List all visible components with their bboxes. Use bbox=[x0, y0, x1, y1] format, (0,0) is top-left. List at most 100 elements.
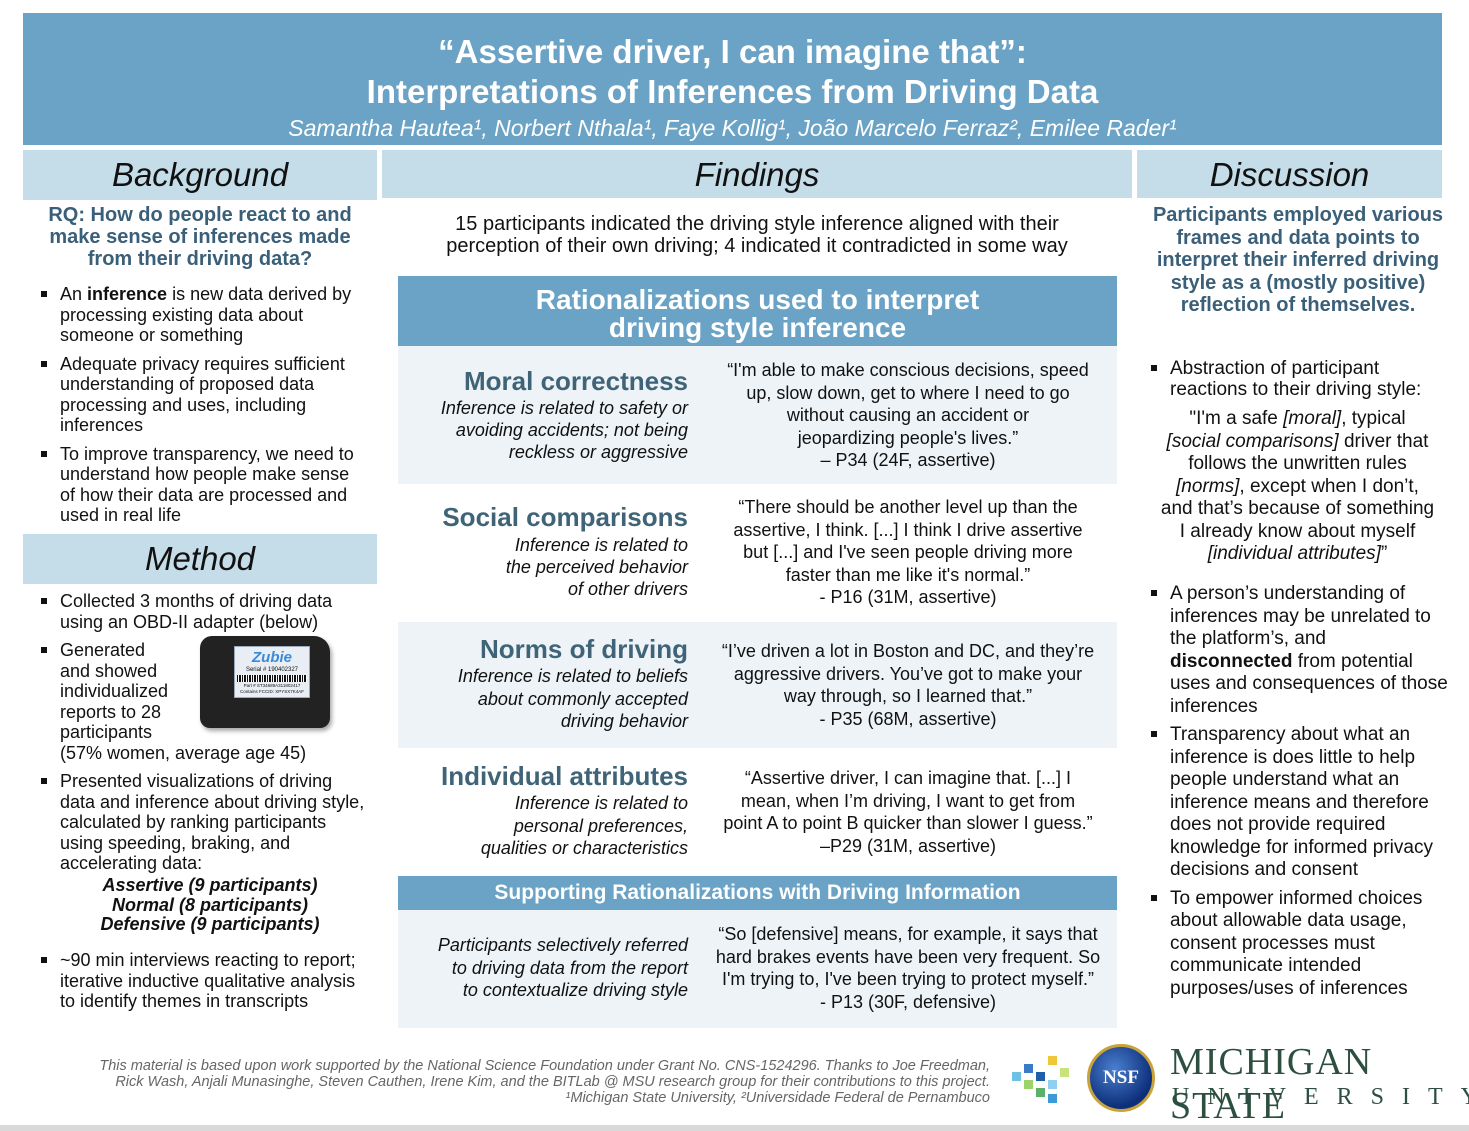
discussion-bullet: Transparency about what an inference is … bbox=[1133, 724, 1451, 882]
desc-line: qualities or characteristics bbox=[480, 838, 688, 858]
bitlab-logo-icon bbox=[1012, 1056, 1069, 1103]
rationalization-social: Social comparisons Inference is related … bbox=[398, 484, 1117, 622]
quote-text: "I'm a safe bbox=[1189, 408, 1284, 429]
background-heading: Background bbox=[23, 150, 377, 200]
device-serial: Serial # 190402327 bbox=[245, 667, 299, 673]
bullet-text: is new data derived by processing existi… bbox=[60, 284, 352, 345]
rationalization-desc: Inference is related to personal prefere… bbox=[481, 792, 688, 860]
bullet-text: An bbox=[60, 284, 88, 304]
desc-line: personal preferences, bbox=[513, 815, 688, 836]
quote-tag: [norms] bbox=[1176, 475, 1240, 497]
desc-line: to contextualize driving style bbox=[462, 980, 688, 1000]
rationalization-quote: “I’ve driven a lot in Boston and DC, and… bbox=[698, 640, 1118, 730]
findings-heading: Findings bbox=[382, 150, 1132, 198]
discussion-bullets-2: A person’s understanding of inferences m… bbox=[1133, 583, 1451, 1000]
rationalizations-heading: Rationalizations used to interpret drivi… bbox=[398, 276, 1117, 346]
title-line-1: “Assertive driver, I can imagine that”: bbox=[438, 33, 1027, 70]
authors: Samantha Hautea¹, Norbert Nthala¹, Faye … bbox=[288, 115, 1177, 141]
bottom-edge bbox=[0, 1125, 1469, 1131]
quote-text: ” bbox=[1380, 543, 1388, 564]
rationalization-label: Norms of driving Inference is related to… bbox=[398, 622, 688, 748]
discussion-bullet: Abstraction of participant reactions to … bbox=[1133, 358, 1451, 400]
quote-line: point A to point B quicker than slower I… bbox=[723, 813, 1093, 833]
rationalization-name: Moral correctness bbox=[464, 366, 688, 396]
rationalization-label: Moral correctness Inference is related t… bbox=[398, 346, 688, 484]
desc-line: about commonly accepted bbox=[477, 688, 688, 709]
rationalization-individual: Individual attributes Inference is relat… bbox=[398, 748, 1117, 874]
quote-line: way through, so I learned that.” bbox=[783, 686, 1033, 706]
quote-line: without causing an accident or bbox=[786, 405, 1030, 425]
quote-attribution: - P13 (30F, defensive) bbox=[819, 991, 997, 1012]
bold-term: disconnected bbox=[1170, 650, 1293, 672]
rationalizations-heading-line: driving style inference bbox=[608, 312, 907, 343]
quote-text: , typical bbox=[1341, 408, 1406, 429]
quote-line: I'm trying to, I've been trying to prote… bbox=[721, 969, 1094, 989]
discussion-heading: Discussion bbox=[1137, 150, 1442, 198]
supporting-quote: “So [defensive] means, for example, it s… bbox=[698, 923, 1118, 1013]
abstraction-quote: "I'm a safe [moral], typical [social com… bbox=[1140, 408, 1455, 566]
desc-line: to driving data from the report bbox=[451, 957, 688, 978]
quote-line: “Assertive driver, I can imagine that. [… bbox=[744, 768, 1072, 788]
desc-line: Participants selectively referred bbox=[437, 935, 688, 955]
nsf-logo-text: NSF bbox=[1103, 1067, 1139, 1088]
quote-text: and that’s because of something bbox=[1160, 498, 1435, 519]
bold-term: inference bbox=[87, 284, 168, 304]
bullet-text: To empower informed choices about allowa… bbox=[1170, 887, 1423, 999]
discussion-bullet: A person’s understanding of inferences m… bbox=[1133, 583, 1451, 718]
background-bullet: An inference is new data derived by proc… bbox=[23, 284, 368, 346]
discussion-lead: Participants employed various frames and… bbox=[1152, 204, 1444, 316]
method-bullet: Presented visualizations of driving data… bbox=[23, 771, 368, 874]
acknowledgements: This material is based upon work support… bbox=[60, 1058, 990, 1106]
rationalization-desc: Inference is related to beliefs about co… bbox=[458, 665, 688, 733]
device-brand: Zubie bbox=[252, 649, 292, 666]
quote-text: driver that bbox=[1338, 430, 1429, 452]
discussion-bullet: To empower informed choices about allowa… bbox=[1133, 888, 1451, 1001]
device-barcode bbox=[237, 675, 307, 682]
bullet-text: individualized bbox=[60, 681, 169, 701]
supporting-desc: Participants selectively referred to dri… bbox=[438, 934, 688, 1002]
desc-line: the perceived behavior bbox=[505, 557, 688, 577]
quote-line: “So [defensive] means, for example, it s… bbox=[718, 924, 1098, 944]
quote-attribution: – P34 (24F, assertive) bbox=[820, 450, 996, 470]
background-bullet: Adequate privacy requires sufficient und… bbox=[23, 354, 368, 436]
desc-line: avoiding accidents; not being bbox=[455, 420, 688, 440]
bullet-text: ~90 min interviews reacting to report; i… bbox=[60, 950, 356, 1011]
footer-line: This material is based upon work support… bbox=[99, 1058, 990, 1074]
msu-logo-line2: UNIVERSITY bbox=[1172, 1084, 1469, 1110]
quote-line: jeopardizing people's lives.” bbox=[797, 427, 1019, 448]
quote-line: “I'm able to make conscious decisions, s… bbox=[727, 360, 1089, 380]
footer-line: Rick Wash, Anjali Munasinghe, Steven Cau… bbox=[115, 1074, 990, 1090]
rationalization-desc: Inference is related to the perceived be… bbox=[506, 534, 688, 600]
quote-line: “I’ve driven a lot in Boston and DC, and… bbox=[721, 641, 1095, 661]
research-question: RQ: How do people react to and make sens… bbox=[48, 204, 352, 270]
method-bullet: ~90 min interviews reacting to report; i… bbox=[23, 950, 368, 1012]
method-heading: Method bbox=[23, 534, 377, 584]
rationalization-name: Individual attributes bbox=[440, 761, 688, 791]
background-bullet: To improve transparency, we need to unde… bbox=[23, 444, 368, 526]
quote-line: faster than me like it's normal.” bbox=[785, 564, 1031, 585]
quote-line: assertive, I think. [...] I think I driv… bbox=[733, 519, 1083, 540]
rationalization-desc: Inference is related to safety or avoidi… bbox=[441, 397, 688, 463]
quote-tag: [individual attributes] bbox=[1207, 543, 1381, 564]
rationalization-name: Norms of driving bbox=[479, 634, 688, 664]
bullet-text: Abstraction of participant reactions to … bbox=[1170, 358, 1422, 400]
rationalization-label: Social comparisons Inference is related … bbox=[398, 484, 688, 622]
quote-tag: [social comparisons] bbox=[1166, 430, 1339, 452]
quote-line: up, slow down, get to where I need to go bbox=[746, 382, 1070, 403]
device-label: Zubie Serial # 190402327 Part # ST34689A… bbox=[234, 646, 310, 698]
desc-line: reckless or aggressive bbox=[508, 442, 688, 462]
supporting-row: Participants selectively referred to dri… bbox=[398, 910, 1117, 1028]
obd-device-image: Zubie Serial # 190402327 Part # ST34689A… bbox=[200, 636, 330, 728]
footer-line: ¹Michigan State University, ²Universidad… bbox=[565, 1090, 990, 1106]
findings-summary: 15 participants indicated the driving st… bbox=[382, 213, 1132, 257]
summary-line: 15 participants indicated the driving st… bbox=[455, 213, 1059, 235]
poster-header: “Assertive driver, I can imagine that”: … bbox=[23, 13, 1442, 145]
supporting-label: Participants selectively referred to dri… bbox=[398, 910, 688, 1028]
desc-line: Inference is related to safety or bbox=[440, 398, 688, 418]
method-bullet: Generated and showed individualized repo… bbox=[23, 640, 368, 763]
rationalization-quote: “There should be another level up than t… bbox=[698, 496, 1118, 609]
desc-line: Inference is related to beliefs bbox=[457, 666, 688, 686]
rationalization-norms: Norms of driving Inference is related to… bbox=[398, 622, 1117, 748]
quote-line: aggressive drivers. You’ve got to make y… bbox=[733, 663, 1083, 684]
bullet-text: Adequate privacy requires sufficient und… bbox=[60, 353, 345, 436]
